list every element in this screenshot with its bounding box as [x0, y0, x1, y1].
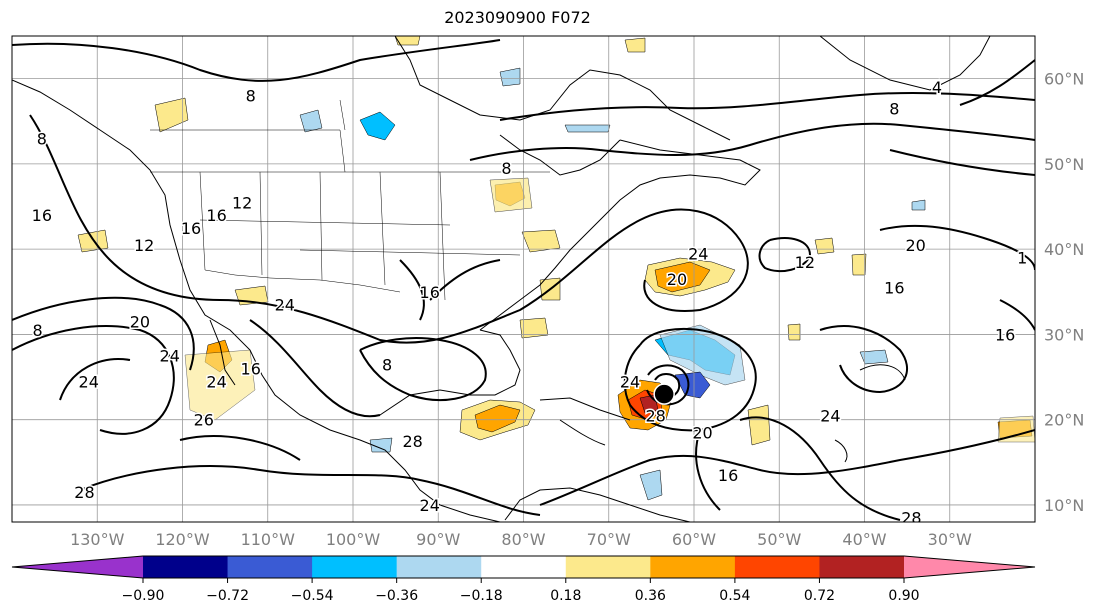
contour-label: 28 — [402, 432, 422, 451]
colorbar: −0.90 −0.72 −0.54 −0.36 −0.18 0.18 0.36 0.54 0.7… — [11, 555, 1036, 604]
contour-label: 8 — [32, 321, 42, 340]
state-borders — [150, 99, 550, 301]
longitude-labels: 130°W 120°W 110°W 100°W 90°W 80°W 70°W 60°W 50°W… — [70, 530, 972, 549]
colorbar-tick-label: 0.36 — [635, 588, 666, 604]
map-title: 2023090900 F072 — [444, 8, 591, 27]
colorbar-segment — [650, 556, 736, 578]
colorbar-segment — [227, 556, 313, 578]
contour-label: 28 — [645, 406, 665, 425]
colorbar-segment — [481, 556, 567, 578]
contour-label: 24 — [79, 372, 99, 391]
lat-tick-label: 10°N — [1044, 496, 1084, 515]
contour-label: 8 — [889, 99, 899, 118]
contour-label: 24 — [620, 372, 640, 391]
lon-tick-label: 90°W — [416, 530, 460, 549]
contour-label: 8 — [37, 129, 47, 148]
contour-label: 16 — [420, 283, 440, 302]
contour-lines-thin — [559, 364, 906, 463]
contour-label: 8 — [382, 355, 392, 374]
lon-tick-label: 120°W — [155, 530, 210, 549]
contour-label: 24 — [206, 372, 226, 391]
contour-label: 16 — [995, 325, 1015, 344]
lat-tick-label: 30°N — [1044, 325, 1084, 344]
colorbar-tick-label: −0.36 — [375, 588, 418, 604]
latitude-labels: 10°N 20°N 30°N 40°N 50°N 60°N — [1044, 70, 1084, 515]
colorbar-tick-label: 0.18 — [550, 588, 581, 604]
lon-tick-label: 60°W — [672, 530, 716, 549]
lon-tick-label: 70°W — [587, 530, 631, 549]
contour-label: 20 — [667, 270, 687, 289]
lon-tick-label: 40°W — [842, 530, 886, 549]
colorbar-segment — [312, 556, 398, 578]
contour-label: 12 — [795, 253, 815, 272]
contour-label: 16 — [718, 466, 738, 485]
contour-label: 4 — [932, 78, 942, 97]
contour-label: 28 — [74, 483, 94, 502]
lat-tick-label: 40°N — [1044, 240, 1084, 259]
colorbar-segment — [819, 556, 905, 578]
lon-tick-label: 110°W — [241, 530, 296, 549]
map-frame — [11, 35, 1036, 523]
lat-tick-label: 50°N — [1044, 155, 1084, 174]
colorbar-tick-label: 0.72 — [804, 588, 835, 604]
contour-label: 16 — [181, 219, 201, 238]
coastlines — [12, 36, 991, 522]
colorbar-tick-label: −0.54 — [291, 588, 334, 604]
lon-tick-label: 30°W — [928, 530, 972, 549]
colorbar-extend-low — [12, 556, 143, 578]
colorbar-tick-label: −0.90 — [122, 588, 165, 604]
contour-label: 24 — [820, 406, 840, 425]
storm-dot — [653, 383, 675, 405]
lon-tick-label: 130°W — [70, 530, 125, 549]
contour-label: 12 — [232, 193, 252, 212]
colorbar-tick-label: 0.54 — [719, 588, 750, 604]
contour-label: 8 — [246, 87, 256, 106]
contour-label: 20 — [692, 423, 712, 442]
colorbar-segment — [734, 556, 820, 578]
lon-tick-label: 80°W — [501, 530, 545, 549]
lon-tick-label: 100°W — [326, 530, 381, 549]
contour-label: 24 — [688, 244, 708, 263]
contour-label: 20 — [130, 313, 150, 332]
contour-label: 16 — [32, 206, 52, 225]
contour-label: 26 — [194, 411, 214, 430]
contour-label: 28 — [901, 509, 921, 528]
contour-label: 24 — [275, 296, 295, 315]
contour-label: 1 — [1017, 249, 1027, 268]
contour-label: 24 — [160, 347, 180, 366]
contour-label: 20 — [905, 236, 925, 255]
contour-label: 8 — [501, 159, 511, 178]
colorbar-segment — [396, 556, 482, 578]
contour-lines — [12, 39, 1035, 521]
gridlines — [12, 36, 1035, 522]
colorbar-segment — [143, 556, 229, 578]
contour-label: 16 — [206, 206, 226, 225]
colorbar-tick-label: −0.72 — [206, 588, 249, 604]
contour-label: 16 — [884, 279, 904, 298]
lat-tick-label: 20°N — [1044, 411, 1084, 430]
storm-center-marker — [653, 383, 675, 405]
colorbar-segment — [565, 556, 651, 578]
lat-tick-label: 60°N — [1044, 70, 1084, 89]
contour-label: 12 — [134, 236, 154, 255]
lon-tick-label: 50°W — [757, 530, 801, 549]
colorbar-tick-label: 0.90 — [888, 588, 919, 604]
contour-label: 16 — [241, 360, 261, 379]
colorbar-extend-high — [904, 556, 1035, 578]
contour-label: 24 — [420, 496, 440, 515]
shaded-anomalies — [77, 36, 1035, 501]
colorbar-tick-label: −0.18 — [460, 588, 503, 604]
